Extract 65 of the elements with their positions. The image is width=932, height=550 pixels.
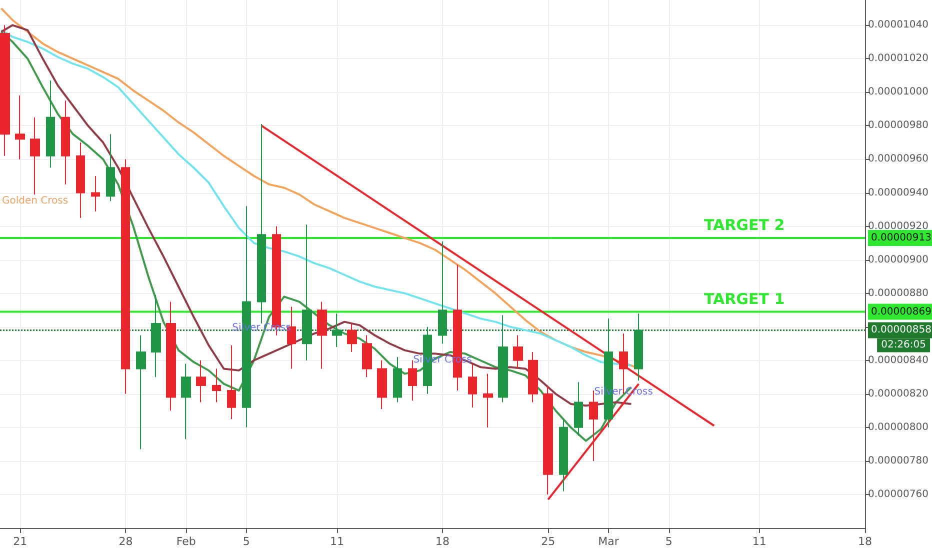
text: 02:26:05	[881, 340, 926, 351]
candlestick	[438, 240, 447, 344]
x-tick-label: 18	[858, 535, 872, 548]
candlestick	[483, 373, 493, 428]
candlestick	[46, 80, 55, 168]
ref-line-label: 0.00000869	[871, 306, 932, 318]
x-tick-label: 11	[752, 535, 766, 548]
ref-line-label: 0.00000913	[871, 232, 932, 244]
y-tick-label: 0.00000960	[868, 154, 928, 165]
candlestick	[166, 301, 176, 412]
candlestick	[332, 312, 342, 348]
candlestick	[0, 24, 10, 156]
candlestick	[181, 363, 191, 440]
candlestick	[196, 360, 206, 403]
candlestick	[106, 134, 115, 202]
candlestick	[61, 100, 70, 185]
candlestick	[317, 301, 327, 370]
candlestick	[362, 334, 372, 378]
y-tick-label: 0.00001040	[868, 20, 928, 31]
x-tick-label: 28	[118, 535, 133, 548]
y-tick-label: 0.00001020	[868, 53, 928, 64]
annotation: TARGET 1	[704, 290, 785, 308]
x-tick-label: Feb	[176, 535, 196, 548]
y-tick-label: 0.00000940	[868, 187, 928, 198]
y-tick-label: 0.00000920	[868, 220, 928, 232]
candlestick	[30, 116, 40, 195]
annotation: TARGET 2	[704, 216, 785, 234]
y-tick-label: 0.00000980	[868, 120, 928, 132]
candlestick	[634, 312, 643, 381]
candlestick	[227, 344, 236, 420]
y-tick-label: 0.00000900	[868, 254, 928, 266]
x-tick-label: 25	[541, 535, 556, 548]
candlestick	[393, 356, 402, 403]
ref-line-label: 0.00000858	[871, 324, 932, 336]
x-tick-label: Mar	[598, 535, 620, 548]
candlestick	[212, 368, 221, 403]
x-tick-label: 5	[665, 535, 672, 548]
candlestick	[257, 124, 266, 324]
candlestick	[347, 323, 357, 352]
y-tick-label: 0.00000800	[868, 422, 928, 433]
candlestick	[498, 314, 508, 403]
candlestick	[574, 382, 583, 436]
y-tick-label: 0.00000880	[868, 288, 928, 299]
candlestick	[15, 95, 25, 160]
candlestick	[513, 334, 523, 370]
x-tick-label: 5	[242, 535, 250, 548]
candlestick	[468, 363, 477, 408]
candlestick	[543, 385, 553, 495]
candlestick	[76, 142, 85, 218]
x-tick-label: 21	[13, 535, 28, 548]
annotation: Golden Cross	[2, 196, 68, 206]
y-tick-label: 0.00000760	[868, 488, 928, 500]
candlestick	[91, 176, 100, 212]
candlestick	[377, 360, 387, 410]
y-tick-label: 0.00000840	[868, 354, 928, 366]
candlestick	[528, 352, 538, 403]
x-tick-label: 18	[436, 535, 450, 548]
y-tick-label: 0.00000820	[868, 388, 928, 400]
candlestick	[151, 294, 161, 378]
y-tick-label: 0.00000780	[868, 455, 928, 466]
x-tick-label: 11	[330, 535, 344, 548]
y-tick-label: 0.00001000	[868, 86, 928, 98]
candlestick	[302, 224, 312, 361]
candlestick	[559, 418, 568, 492]
candlestick	[136, 334, 146, 450]
